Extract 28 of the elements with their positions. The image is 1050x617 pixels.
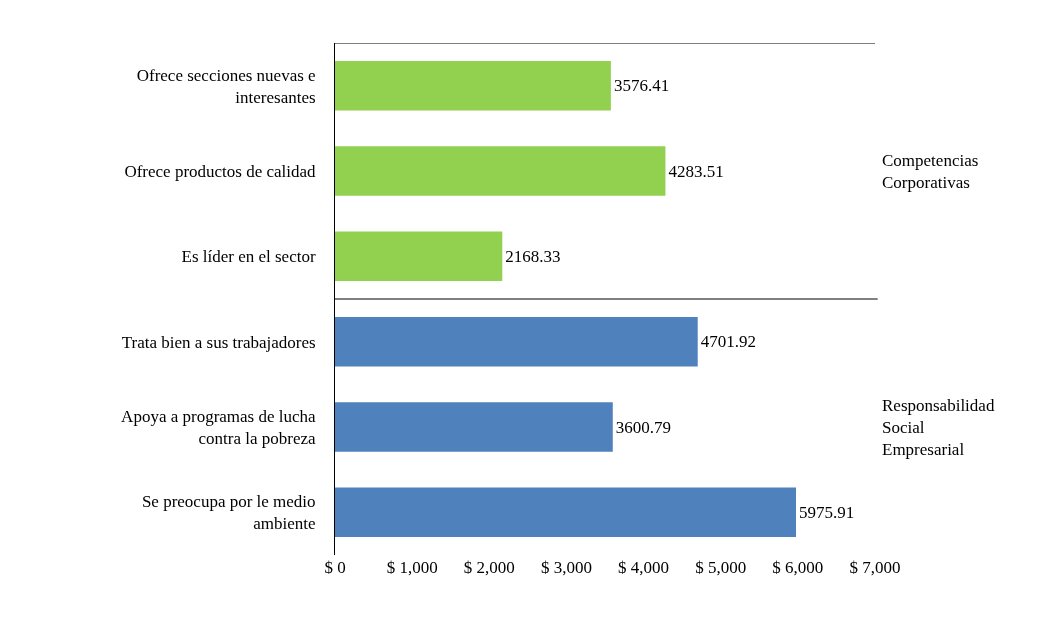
y-tick-label: Se preocupa por le medio ambiente: [141, 492, 316, 534]
bar: [335, 231, 503, 282]
bar: [335, 146, 666, 196]
x-tick-label: $ 6,000: [772, 558, 824, 577]
y-tick-label: Ofrece productos de calidad: [124, 161, 317, 181]
y-tick-label: Apoya a programas de lucha contra la pobreza: [121, 406, 317, 448]
bar: [335, 316, 698, 367]
x-tick-label: $ 4,000: [618, 558, 670, 577]
text: Responsabilidad Social Empresarial: [882, 396, 995, 460]
data-label: 2168.33: [505, 246, 561, 266]
data-label: 4283.51: [668, 161, 724, 181]
y-tick-label: Es líder en el sector: [181, 247, 316, 267]
bar: [335, 487, 796, 538]
x-tick-label: $ 2,000: [463, 558, 515, 577]
x-tick-label: $ 3,000: [540, 558, 592, 577]
x-tick-label: $ 0: [324, 558, 346, 577]
y-tick-label: Trata bien a sus trabajadores: [121, 332, 316, 352]
x-tick-label: $ 1,000: [386, 558, 438, 577]
x-tick-label: $ 5,000: [695, 558, 747, 577]
data-label: 4701.92: [700, 332, 756, 352]
x-tick-label: $ 7,000: [849, 558, 901, 577]
bar: [335, 60, 611, 111]
data-label: 3600.79: [615, 417, 672, 437]
y-tick-label: Ofrece secciones nuevas e interesantes: [136, 65, 316, 107]
text: Competencias Corporativas: [882, 151, 979, 193]
data-label: 5975.91: [799, 502, 855, 522]
bar: [335, 402, 613, 452]
data-label: 3576.41: [613, 76, 670, 96]
